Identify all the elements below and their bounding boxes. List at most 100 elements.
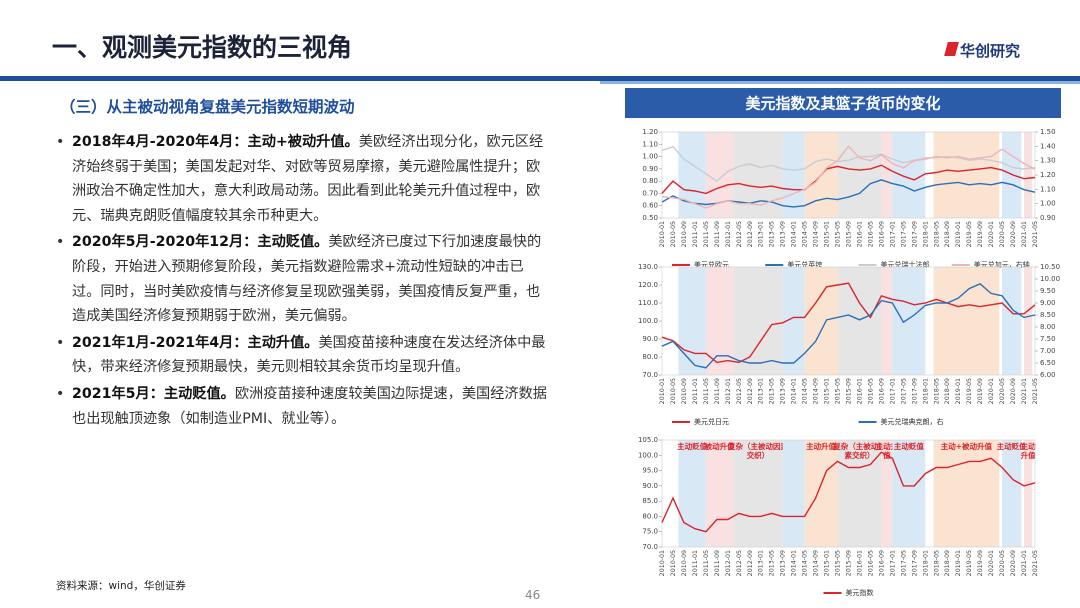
x-tick-label: 2010-09 <box>681 550 688 576</box>
x-tick-label: 2020-01 <box>988 550 995 576</box>
x-tick-label: 2017-01 <box>889 378 896 404</box>
x-tick-label: 2021-05 <box>1032 221 1039 247</box>
x-tick-label: 2014-05 <box>802 221 809 247</box>
x-tick-label: 2014-09 <box>813 221 820 247</box>
logo <box>944 42 959 56</box>
period-band <box>782 132 805 218</box>
y-tick-label: 120.0 <box>638 281 658 289</box>
period-band <box>933 440 1000 547</box>
x-tick-label: 2020-09 <box>1010 550 1017 576</box>
x-tick-label: 2018-05 <box>933 550 940 576</box>
period-band <box>837 132 882 218</box>
x-tick-label: 2019-01 <box>955 221 962 247</box>
period-label: 主动升值 <box>1020 442 1036 460</box>
period-band <box>837 267 882 375</box>
period-label-box: 主动贬值 <box>677 442 708 451</box>
period-band <box>782 267 805 375</box>
y2-tick-label: 9.50 <box>1040 287 1056 295</box>
panel-title: 美元指数及其篮子货币的变化 <box>745 95 940 113</box>
x-tick-label: 2016-01 <box>856 221 863 247</box>
x-tick-label: 2012-01 <box>725 550 732 576</box>
chart-panel: 美元指数及其篮子货币的变化 0.50 0.60 0.70 0.80 0.90 1.00 1.… <box>625 88 1061 597</box>
x-tick-label: 2020-05 <box>999 378 1006 404</box>
y2-tick-label: 10.50 <box>1040 263 1060 271</box>
period-band <box>892 132 926 218</box>
period-band <box>733 440 783 547</box>
x-tick-label: 2016-09 <box>878 550 885 576</box>
x-tick-label: 2019-05 <box>966 378 973 404</box>
y-tick-label: 85.0 <box>642 497 658 505</box>
x-tick-label: 2019-09 <box>977 378 984 404</box>
x-tick-label: 2020-05 <box>999 550 1006 576</box>
period-band <box>804 440 838 547</box>
x-tick-label: 2017-09 <box>911 378 918 404</box>
x-tick-label: 2011-09 <box>714 550 721 576</box>
x-tick-label: 2017-09 <box>911 221 918 247</box>
y-tick-label: 70.0 <box>642 543 658 551</box>
x-tick-label: 2010-05 <box>670 221 677 247</box>
x-tick-label: 2012-09 <box>747 550 754 576</box>
source: 资料来源：wind，华创证券 <box>56 580 186 592</box>
x-tick-label: 2014-01 <box>791 550 798 576</box>
x-tick-label: 2013-05 <box>769 378 776 404</box>
x-tick-label: 2010-05 <box>670 550 677 576</box>
period-band <box>881 132 893 218</box>
period-label-box: 被动升值 <box>705 442 735 451</box>
y2-tick-label: 6.50 <box>1040 359 1056 367</box>
y-tick-label: 80.0 <box>642 353 658 361</box>
legend-label: 美元指数 <box>846 588 874 597</box>
legend-label: 美元兑欧元 <box>694 260 729 269</box>
x-tick-label: 2013-01 <box>758 221 765 247</box>
y-tick-label: 0.50 <box>642 214 658 222</box>
y2-tick-label: 8.00 <box>1040 323 1056 331</box>
x-tick-label: 2021-01 <box>1021 550 1028 576</box>
y-tick-label: 0.60 <box>642 202 658 210</box>
period-band <box>705 267 734 375</box>
x-tick-label: 2018-05 <box>933 378 940 404</box>
period-band <box>881 267 893 375</box>
period-label-box: 主动升值 <box>1020 442 1036 460</box>
x-tick-label: 2019-09 <box>977 550 984 576</box>
series-line <box>661 282 1036 369</box>
bullet-text: 欧洲疫苗接种速度较美国边际提速，美国经济数据也出现触顶迹象（如制造业PMI、就业… <box>72 385 547 427</box>
legend-label: 美元兑瑞士法郎 <box>881 260 930 269</box>
period-band <box>1002 440 1022 547</box>
period-band <box>733 267 783 375</box>
x-tick-label: 2012-01 <box>725 378 732 404</box>
x-tick-label: 2013-05 <box>769 221 776 247</box>
y2-tick-label: 9.00 <box>1040 299 1056 307</box>
slide-title: 一、观测美元指数的三视角 <box>52 33 353 62</box>
y2-tick-label: 10.00 <box>1040 275 1060 283</box>
x-tick-label: 2013-09 <box>780 550 787 576</box>
x-tick-label: 2015-09 <box>846 221 853 247</box>
x-tick-label: 2013-09 <box>780 221 787 247</box>
x-tick-label: 2017-01 <box>889 550 896 576</box>
period-band <box>892 267 926 375</box>
x-tick-label: 2010-01 <box>659 378 666 404</box>
y-tick-label: 100.0 <box>638 317 658 325</box>
x-tick-label: 2017-05 <box>900 378 907 404</box>
x-tick-label: 2011-05 <box>703 550 710 576</box>
period-band <box>1024 132 1033 218</box>
bullet-text: 美欧经济出现分化，欧元区经济始终弱于美国；美国发起对华、对欧等贸易摩擦，美元避险… <box>72 134 544 224</box>
y-tick-label: 95.0 <box>642 467 658 475</box>
x-tick-label: 2011-05 <box>703 378 710 404</box>
legend-label: 美元兑日元 <box>694 417 729 426</box>
legend-label: 美元兑加元，右轴 <box>974 260 1030 269</box>
y2-tick-label: 8.50 <box>1040 311 1056 319</box>
panel-title-bar <box>625 88 1061 118</box>
period-band <box>1024 440 1033 547</box>
period-band <box>804 267 838 375</box>
period-band <box>837 440 882 547</box>
bullet-lead: 2020年5月-2020年12月：主动贬值。 <box>72 234 329 251</box>
y2-tick-label: 6.00 <box>1040 371 1056 379</box>
period-label: 主动贬值 <box>893 442 924 451</box>
bullet-text: 美欧经济已度过下行加速度最快的阶段，开始进入预期修复阶段，美元指数避险需求+流动… <box>72 234 542 325</box>
x-tick-label: 2014-01 <box>791 221 798 247</box>
y-tick-label: 70.0 <box>642 371 658 379</box>
series-line <box>661 451 1036 533</box>
period-label: 主动贬值 <box>677 442 708 451</box>
x-tick-label: 2018-09 <box>944 378 951 404</box>
series-line <box>661 145 1036 182</box>
x-tick-label: 2015-09 <box>846 550 853 576</box>
